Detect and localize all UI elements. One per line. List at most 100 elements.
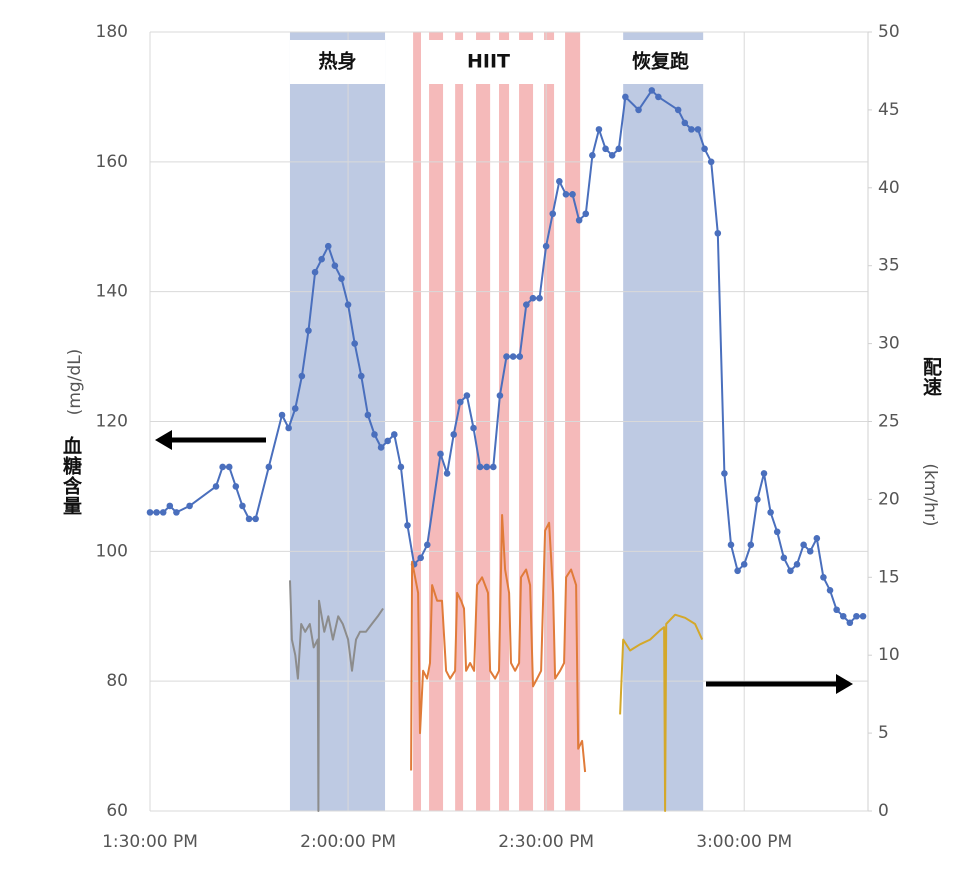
- y2-tick-label: 0: [878, 801, 889, 821]
- y2-tick-label: 20: [878, 489, 900, 509]
- data-point: [331, 262, 339, 270]
- data-point: [655, 93, 662, 101]
- left-arrow-head: [155, 430, 172, 450]
- phase-label-box: [597, 40, 724, 84]
- data-point: [450, 431, 458, 438]
- data-point: [245, 515, 253, 523]
- series-line: [619, 613, 704, 812]
- data-point: [734, 567, 741, 575]
- data-point: [371, 431, 378, 438]
- data-point: [476, 463, 484, 471]
- data-point: [483, 463, 491, 471]
- data-point: [509, 353, 517, 360]
- data-point: [760, 470, 768, 477]
- data-point: [787, 567, 794, 575]
- data-point: [225, 463, 233, 471]
- data-point: [747, 541, 755, 549]
- phase-label: HIIT: [467, 51, 510, 73]
- x-tick-label: 1:30:00 PM: [102, 832, 198, 852]
- y-tick-label: 140: [96, 282, 128, 302]
- data-point: [457, 398, 464, 406]
- data-point: [166, 502, 174, 510]
- phase-label: 热身: [318, 50, 356, 73]
- data-point: [549, 210, 557, 218]
- data-point: [589, 152, 596, 159]
- data-point: [463, 392, 471, 399]
- data-point: [853, 612, 860, 620]
- data-point: [364, 411, 372, 419]
- data-point: [490, 463, 497, 471]
- data-point: [153, 509, 160, 516]
- data-point: [820, 574, 827, 581]
- data-point: [377, 444, 385, 451]
- data-point: [516, 353, 524, 360]
- y-tick-label: 60: [106, 801, 128, 821]
- phase-label-box: [421, 40, 556, 84]
- data-point: [417, 554, 424, 562]
- data-point: [839, 612, 847, 620]
- data-point: [595, 126, 603, 133]
- data-point: [721, 470, 728, 477]
- data-point: [186, 502, 193, 510]
- data-point: [443, 470, 451, 477]
- data-point: [173, 509, 180, 516]
- x-tick-label: 2:30:00 PM: [498, 832, 594, 852]
- y2-tick-label: 30: [878, 334, 900, 354]
- data-point: [806, 548, 814, 555]
- y2-tick-label: 15: [878, 567, 900, 587]
- data-point: [793, 561, 801, 568]
- phase-label: 恢复跑: [632, 50, 689, 73]
- data-point: [562, 190, 570, 198]
- right-arrow-head: [836, 674, 853, 694]
- data-point: [800, 541, 807, 549]
- data-point: [252, 515, 259, 523]
- y-tick-label: 180: [96, 22, 128, 42]
- data-point: [833, 606, 840, 614]
- data-point: [503, 353, 510, 360]
- y2-tick-label: 45: [878, 100, 900, 120]
- data-point: [298, 372, 306, 380]
- data-point: [681, 119, 689, 127]
- data-point: [780, 554, 788, 562]
- data-point: [318, 255, 325, 263]
- data-point: [694, 126, 702, 133]
- data-point: [615, 145, 623, 153]
- y2-tick-label: 50: [878, 22, 900, 42]
- y2-tick-label: 5: [878, 723, 889, 743]
- data-point: [212, 483, 220, 490]
- data-point: [496, 392, 504, 399]
- data-point: [767, 509, 774, 516]
- data-point: [754, 496, 761, 503]
- data-point: [311, 268, 319, 276]
- data-point: [542, 242, 550, 250]
- data-point: [648, 87, 656, 94]
- phase-label-box: [290, 40, 385, 84]
- series-line: [410, 514, 587, 773]
- data-point: [523, 301, 530, 308]
- data-point: [529, 294, 537, 302]
- y-tick-label: 160: [96, 152, 128, 172]
- y2-tick-label: 10: [878, 645, 900, 665]
- data-point: [278, 411, 286, 419]
- y2-tick-label: 35: [878, 256, 900, 276]
- data-point: [384, 437, 391, 445]
- data-point: [536, 294, 543, 302]
- y2-tick-label: 25: [878, 412, 900, 432]
- y2-label: 配速: [920, 357, 942, 397]
- data-point: [344, 301, 352, 308]
- x-tick-label: 3:00:00 PM: [696, 832, 792, 852]
- data-point: [437, 450, 444, 458]
- data-point: [608, 152, 616, 159]
- data-point: [219, 463, 226, 471]
- data-point: [146, 509, 154, 516]
- data-point: [404, 522, 411, 529]
- data-point: [674, 106, 682, 114]
- y2-unit: (km/hr): [920, 463, 940, 526]
- data-point: [582, 210, 590, 218]
- data-point: [338, 275, 345, 282]
- data-point: [707, 158, 715, 166]
- data-point: [688, 126, 695, 133]
- data-point: [813, 535, 821, 542]
